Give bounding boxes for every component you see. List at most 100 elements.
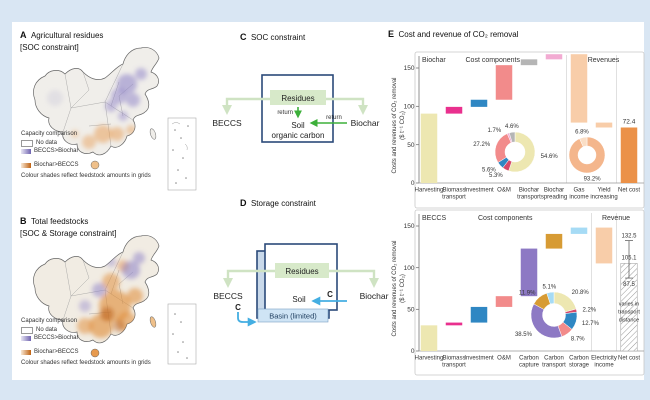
bar-biomass-transport [445,106,463,114]
bar-carbon-storage [570,227,588,234]
bar-biochar-spreading [545,54,563,60]
x-tick-label: storage [569,363,590,369]
residues-to-beccs-arrow [222,269,277,289]
panel-a-tag: A [20,30,27,40]
y-tick-label: 50 [407,307,415,314]
chart-center-header: Cost components [466,57,521,64]
donut-slice-label: 2.2% [582,307,596,313]
basin-limited-label: Basin (limited) [269,312,317,321]
panel-c-tag: C [240,32,247,42]
beccs-gt-label: BECCS>Biochar [34,334,79,341]
y-tick-label: 150 [404,65,415,72]
x-tick-label: Biomass [442,188,465,194]
donut-slice [546,291,555,305]
residues-label: Residues [285,267,318,276]
panel-b-subtitle: [SOC & Storage constraint] [20,229,117,238]
x-tick-label: income [569,195,589,201]
donut-slice [579,136,588,148]
x-tick-label: Carbon [569,356,589,362]
cost-share-donut: 93.2% 6.8% [568,130,606,182]
biochar-gt-label: Biochar>BECCS [34,348,79,355]
map-b-legend: Capacity comparison No data BECCS>Biocha… [21,318,151,367]
panel-b-tag: B [20,216,27,226]
panel-b-title: B Total feedstocks [SOC & Storage constr… [20,216,117,238]
carbon-label-left: C [235,303,241,312]
soil-label-line1: Soil [291,121,305,130]
x-tick-label: transport [442,363,466,369]
carbon-label-right: C [327,290,333,299]
x-tick-label: Investment [464,188,494,194]
hainan-island [90,160,100,170]
beccs-gradient-swatch [21,336,31,341]
basin-limited-box [257,308,329,323]
panel-d-tag: D [240,198,247,208]
south-china-sea-inset [167,303,197,365]
biochar-label: Biochar [360,291,389,301]
y-tick-label: 0 [411,180,415,187]
donut-slice-label: 38.5% [515,332,533,338]
panel-a-subtitle: [SOC constraint] [20,43,79,52]
legend-caption: Colour shades reflect feedstock amounts … [21,359,151,366]
x-tick-label: O&M [497,188,511,194]
map-china-soc-constraint [33,47,197,191]
beccs-to-basin-line [237,312,257,327]
no-data-swatch [21,140,33,147]
residues-box [275,263,329,278]
bar-electricity-income [595,227,613,264]
map-a-capacity-patches [47,68,147,149]
panel-e-title: E Cost and revenue of CO₂ removal [388,29,519,39]
chart-right-header: Revenue [602,215,630,222]
bar-investment [470,306,488,323]
donut-slice-label: 5.6% [482,167,496,173]
x-tick-label: Electricity [591,356,617,362]
soc-constraint-diagram: Residues return Soil organic carbon BECC… [212,74,380,143]
panel-e-tag: E [388,29,395,39]
donut-slice-label: 54.6% [541,154,559,160]
chart-frame [414,51,645,209]
donut-slice [568,136,606,174]
biochar-label: Biochar [351,118,380,128]
bar-biochar-transport [520,59,538,66]
bar-om [495,296,513,307]
beccs-label: BECCS [212,118,242,128]
beccs-gt-label: BECCS>Biochar [34,147,79,154]
y-tick-label: 50 [407,142,415,149]
map-china-storage-constraint [33,235,197,365]
x-tick-label: Yield [597,188,610,194]
taiwan-island [149,128,157,140]
x-tick-label: Net cost [618,188,640,194]
soil-label-line2: organic carbon [272,131,325,140]
chart-right-header: Revenues [588,57,620,64]
donut-slice-label: 5.1% [543,284,557,290]
return-label-right: return [326,115,342,121]
x-tick-label: Biomass [442,356,465,362]
x-tick-label: Biochar [519,188,539,194]
constraint-diagrams: Residues return Soil organic carbon BECC… [212,74,389,327]
legend-title: Capacity comparison [21,131,78,137]
residues-label: Residues [281,94,314,103]
bar-investment [470,99,488,107]
x-tick-label: Carbon [519,356,539,362]
y-axis-unit: ($ t⁻¹ CO₂) [400,111,406,140]
beccs-gradient-swatch [21,149,31,154]
residues-to-biochar-arrow [323,97,369,116]
chart-left-header: Biochar [422,57,446,64]
cost-share-donut: 20.8% 2.2% 12.7% 8.7% 38.5% 11.9% 5.1% [515,284,600,342]
x-tick-label: Carbon [544,356,564,362]
y-tick-label: 100 [404,265,415,272]
donut-slice-label: 27.2% [473,142,491,148]
net-cost-note: transport [618,309,640,315]
map-b-capacity-patches [77,252,145,338]
whisker-low-label: 87.5 [623,282,635,288]
no-data-swatch [21,327,33,334]
cost-share-donut: 54.6% 5.3%5.6% 27.2% 1.7%4.6% [473,124,558,179]
no-data-label: No data [36,139,58,146]
donut-slice-label: 6.8% [575,130,589,136]
y-axis-unit: ($ t⁻¹ CO₂) [400,274,406,303]
x-tick-label: Harvesting [415,356,444,362]
bar-harvesting [420,325,438,351]
residues-box [270,90,326,105]
chart-left-header: BECCS [422,215,446,222]
y-tick-label: 0 [411,348,415,355]
net-cost-note: distance [619,317,640,323]
